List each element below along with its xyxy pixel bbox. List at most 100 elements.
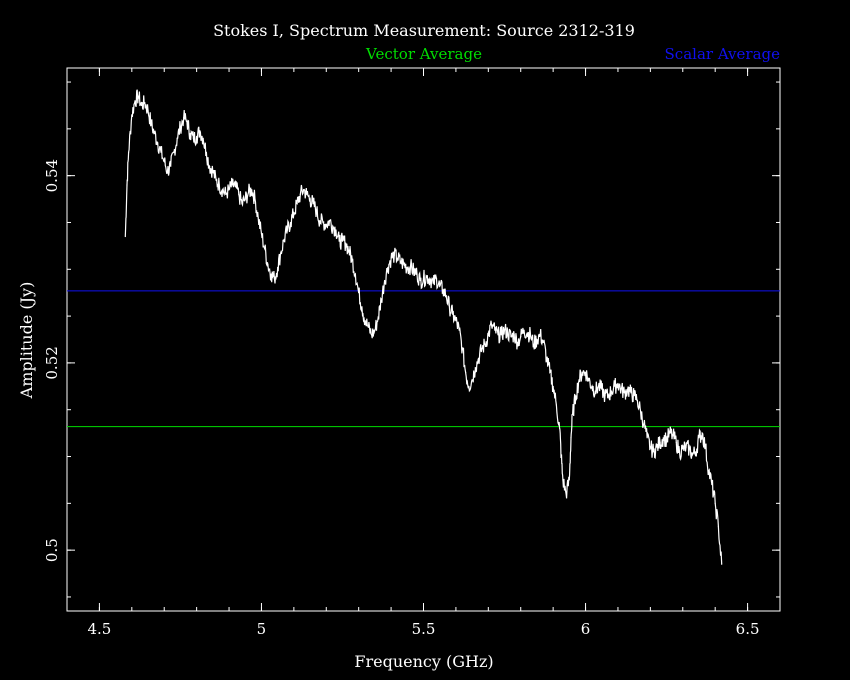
spectrum-point — [325, 223, 327, 225]
spectrum-point — [157, 142, 159, 144]
spectrum-point — [176, 137, 178, 139]
spectrum-point — [390, 257, 392, 259]
spectrum-line — [124, 89, 723, 565]
spectrum-point — [604, 395, 606, 397]
chart-title: Stokes I, Spectrum Measurement: Source 2… — [213, 21, 635, 40]
spectrum-point — [442, 289, 444, 291]
spectrum-point — [721, 563, 723, 565]
spectrum-point — [309, 198, 311, 200]
spectrum-point — [257, 217, 259, 219]
spectrum-point — [539, 334, 541, 336]
spectrum-point — [523, 329, 525, 331]
spectrum-point — [536, 338, 538, 341]
spectrum-point — [656, 446, 658, 448]
spectrum-point — [290, 221, 292, 224]
spectrum-series — [124, 89, 723, 565]
spectrum-point — [354, 273, 357, 275]
spectrum-point — [351, 259, 353, 261]
spectrum-point — [620, 388, 622, 390]
spectrum-point — [341, 240, 344, 242]
spectrum-point — [183, 117, 185, 119]
spectrum-point — [546, 357, 548, 359]
spectrum-point — [338, 240, 340, 242]
spectrum-point — [701, 432, 703, 434]
spectrum-point — [400, 261, 402, 263]
spectrum-point — [367, 326, 370, 328]
x-axis-label: Frequency (GHz) — [354, 652, 493, 671]
spectrum-point — [704, 446, 707, 448]
spectrum-point — [510, 336, 512, 338]
spectrum-point — [238, 193, 240, 195]
spectrum-point — [458, 329, 460, 331]
spectrum-point — [643, 423, 645, 425]
spectrum-point — [361, 306, 363, 308]
x-tick-label: 5.5 — [412, 620, 436, 638]
spectrum-point — [413, 270, 415, 272]
spectrum-point — [560, 455, 562, 458]
spectrum-point — [533, 343, 535, 345]
spectrum-point — [302, 189, 305, 191]
spectrum-point — [562, 479, 564, 481]
spectrum-point — [371, 334, 373, 336]
spectrum-point — [221, 189, 224, 191]
spectrum-point — [345, 242, 347, 244]
spectrum-point — [299, 193, 301, 195]
spectrum-point — [358, 292, 360, 294]
spectrum-point — [465, 371, 467, 373]
spectrum-point — [244, 198, 246, 200]
spectrum-point — [384, 279, 386, 282]
spectrum-point — [588, 379, 590, 381]
spectrum-point — [526, 332, 528, 334]
spectrum-point — [312, 203, 314, 205]
spectrum-point — [225, 193, 227, 195]
spectrum-point — [487, 334, 489, 336]
spectrum-point — [578, 379, 580, 381]
spectrum-point — [568, 479, 570, 481]
spectrum-point — [286, 229, 288, 231]
spectrum-point — [555, 404, 557, 406]
scalar-average-legend: Scalar Average — [665, 45, 781, 63]
spectrum-point — [254, 198, 256, 200]
spectrum-point — [147, 109, 149, 111]
spectrum-point — [675, 441, 677, 444]
spectrum-point — [507, 332, 509, 334]
spectrum-point — [144, 102, 146, 104]
spectrum-point — [179, 126, 182, 128]
spectrum-point — [468, 385, 470, 387]
spectrum-point — [653, 451, 655, 453]
spectrum-point — [691, 454, 694, 456]
spectrum-point — [477, 357, 480, 359]
x-tick-label: 6.5 — [736, 620, 760, 638]
spectrum-point — [471, 379, 473, 381]
spectrum-point — [134, 100, 136, 102]
spectrum-point — [416, 273, 418, 275]
spectrum-point — [490, 324, 493, 327]
spectrum-point — [277, 266, 279, 269]
spectrum-point — [186, 120, 188, 122]
spectrum-point — [503, 329, 506, 331]
spectrum-point — [196, 135, 198, 137]
spectrum-point — [627, 388, 629, 390]
spectrum-point — [484, 343, 486, 345]
spectrum-point — [153, 132, 156, 135]
spectrum-point — [126, 184, 128, 186]
x-tick-label: 6 — [581, 620, 591, 638]
average-lines — [67, 290, 780, 428]
spectrum-point — [332, 225, 334, 227]
spectrum-point — [173, 151, 175, 153]
spectrum-point — [688, 448, 690, 450]
x-tick-label: 5 — [257, 620, 267, 638]
spectrum-point — [614, 385, 616, 387]
spectrum-point — [209, 165, 211, 167]
spectrum-point — [296, 203, 298, 205]
spectrum-point — [559, 427, 561, 430]
spectrum-point — [218, 184, 220, 186]
spectrum-point — [380, 298, 382, 300]
spectrum-point — [529, 334, 532, 336]
spectrum-point — [160, 151, 162, 153]
y-axis-ticks: 0.5 0.52 0.54 — [43, 81, 780, 598]
x-axis-ticks: 4.5 5 5.5 6 6.5 — [66, 68, 781, 638]
spectrum-point — [228, 189, 230, 191]
